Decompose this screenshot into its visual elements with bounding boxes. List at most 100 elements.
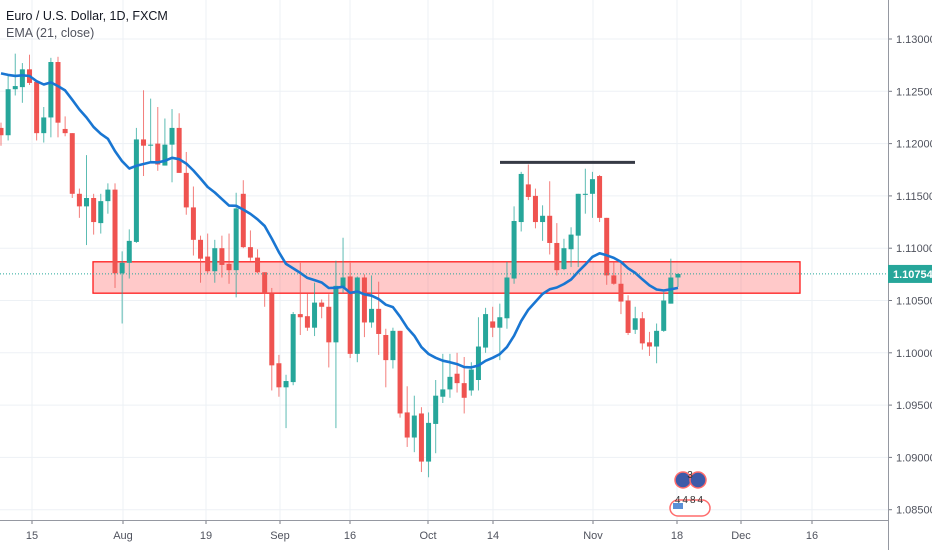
time-label: Sep — [270, 530, 290, 542]
logo-flag — [673, 503, 683, 509]
logo-emblem: 3 4484 — [669, 470, 711, 517]
candle-body — [376, 308, 382, 334]
candle-body — [554, 242, 560, 271]
price-label: 1.09500 — [896, 400, 932, 412]
candle-body — [141, 139, 147, 146]
candle-body — [205, 256, 211, 272]
candle-body — [62, 128, 68, 134]
grid — [0, 0, 888, 520]
candle-bearish — [532, 188, 538, 229]
candle-bearish — [404, 386, 410, 447]
candle-body — [361, 277, 367, 323]
candle-body — [468, 369, 474, 391]
candle-body — [646, 342, 652, 347]
price-label: 1.11000 — [896, 243, 932, 255]
candle-bullish — [41, 106, 47, 143]
candle-body — [497, 317, 503, 328]
time-label: 15 — [26, 530, 38, 542]
support-resistance-zone-layer — [92, 261, 801, 294]
candle-body — [518, 173, 524, 223]
candle-bearish — [547, 181, 553, 255]
candle-bullish — [497, 303, 503, 361]
candle-bullish — [354, 276, 360, 363]
candle-body — [675, 273, 681, 278]
candle-bullish — [98, 193, 104, 234]
last-price-label: 1.10754 — [893, 269, 932, 281]
candle-body — [48, 62, 54, 118]
candle-body — [404, 412, 410, 438]
candle-bearish — [34, 81, 40, 141]
symbol-title[interactable]: Euro / U.S. Dollar, 1D, FXCM — [6, 9, 168, 23]
candle-bearish — [383, 328, 389, 388]
candle-body — [112, 189, 118, 274]
candle-body — [219, 248, 225, 265]
candle-body — [340, 277, 346, 287]
price-label: 1.09000 — [896, 452, 932, 464]
indicator-label[interactable]: EMA (21, close) — [6, 26, 95, 40]
candle-body — [433, 395, 439, 424]
candle-bearish — [418, 407, 424, 473]
candle-body — [490, 321, 496, 328]
candle-bullish — [283, 374, 289, 429]
candle-bearish — [454, 352, 460, 393]
candle-body — [155, 143, 161, 165]
time-label: 19 — [200, 530, 212, 542]
candle-bearish — [397, 330, 403, 418]
candle-bullish — [340, 237, 346, 294]
candle-bullish — [390, 327, 396, 369]
candle-bearish — [62, 116, 68, 137]
candle-body — [661, 300, 667, 331]
candle-body — [639, 318, 645, 344]
candle-body — [276, 363, 282, 388]
candle-body — [290, 314, 296, 383]
logo-text-top: 3 — [687, 470, 693, 481]
candle-bullish — [561, 238, 567, 271]
price-label: 1.10000 — [896, 348, 932, 360]
candle-bullish — [511, 206, 517, 284]
time-label: Dec — [731, 530, 751, 542]
candle-bullish — [105, 183, 111, 214]
candle-bullish — [426, 412, 432, 478]
candle-body — [326, 306, 332, 343]
candle-bullish — [675, 273, 681, 287]
candle-body — [632, 318, 638, 330]
candle-body — [504, 277, 510, 319]
candle-bullish — [333, 260, 339, 429]
support-zone-rectangle — [92, 261, 801, 294]
candle-bullish — [48, 57, 54, 138]
candle-body — [461, 383, 467, 398]
candle-body — [319, 302, 325, 307]
candle-body — [483, 314, 489, 348]
candle-bullish — [540, 205, 546, 241]
candle-body — [247, 247, 253, 258]
candle-body — [440, 389, 446, 397]
candle-body — [269, 293, 275, 366]
candle-bullish — [126, 229, 132, 279]
candle-body — [233, 208, 239, 271]
candle-body — [41, 117, 47, 134]
candle-bullish — [447, 353, 453, 398]
candle-body — [397, 330, 403, 414]
candle-bullish — [369, 275, 375, 328]
candle-bearish — [304, 293, 310, 331]
candle-bullish — [504, 261, 510, 329]
drawings-layer — [0, 160, 888, 275]
candle-bearish — [262, 272, 268, 307]
candle-bearish — [226, 233, 232, 284]
candle-bullish — [632, 306, 638, 334]
candle-body — [283, 381, 289, 388]
candle-body — [255, 257, 261, 273]
candle-bearish — [604, 217, 610, 285]
candle-body — [354, 277, 360, 354]
candle-body — [604, 217, 610, 276]
candle-bearish — [326, 294, 332, 368]
candle-bullish — [575, 193, 581, 268]
price-label: 1.08500 — [896, 505, 932, 517]
candle-body — [76, 193, 82, 207]
candle-bearish — [269, 287, 275, 391]
candle-body — [297, 314, 303, 318]
logo-text-bottom: 4484 — [675, 495, 705, 506]
candle-body — [511, 221, 517, 279]
candle-body — [198, 239, 204, 259]
